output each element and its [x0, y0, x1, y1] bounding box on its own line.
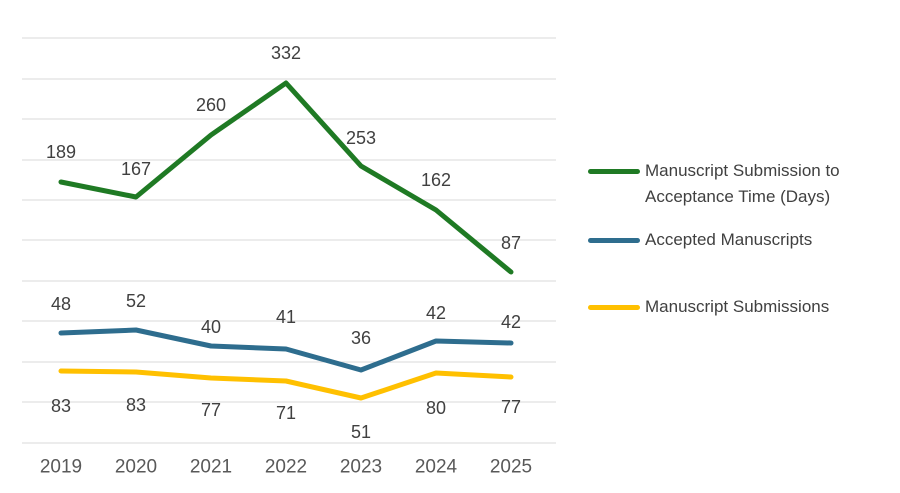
- series-line-0: [58, 80, 514, 275]
- legend-item-accepted-manuscripts: Accepted Manuscripts: [588, 227, 812, 253]
- data-label: 189: [46, 142, 76, 162]
- legend-label: Accepted Manuscripts: [645, 230, 813, 249]
- data-label: 167: [121, 159, 151, 179]
- x-axis-label: 2025: [490, 457, 532, 478]
- data-label: 48: [51, 294, 71, 314]
- data-label: 36: [351, 328, 371, 348]
- legend-swatch-yellow: [588, 305, 640, 310]
- data-label: 41: [276, 307, 296, 327]
- legend-item-acceptance-time: Manuscript Submission to Acceptance Time…: [588, 158, 885, 210]
- data-label: 40: [201, 317, 221, 337]
- x-axis-label: 2024: [415, 457, 458, 478]
- legend-label: Manuscript Submission to Acceptance Time…: [645, 161, 840, 206]
- legend-label: Manuscript Submissions: [645, 297, 830, 316]
- x-axis-label: 2023: [340, 457, 382, 478]
- data-label: 52: [126, 291, 146, 311]
- x-axis-label: 2019: [40, 457, 82, 478]
- series-line-1: [58, 327, 514, 373]
- data-label: 42: [501, 312, 521, 332]
- legend-swatch-blue: [588, 238, 640, 243]
- data-label: 83: [126, 395, 146, 415]
- legend-item-manuscript-submissions: Manuscript Submissions: [588, 294, 829, 320]
- data-label: 83: [51, 396, 71, 416]
- data-label: 51: [351, 422, 371, 442]
- x-axis-label: 2021: [190, 457, 232, 478]
- x-axis-label: 2022: [265, 457, 307, 478]
- data-label: 77: [201, 400, 221, 420]
- data-label: 87: [501, 233, 521, 253]
- data-label: 253: [346, 128, 376, 148]
- data-label: 71: [276, 403, 296, 423]
- data-label: 42: [426, 303, 446, 323]
- chart-legend: Manuscript Submission to Acceptance Time…: [588, 0, 888, 493]
- data-label: 162: [421, 170, 451, 190]
- data-label: 77: [501, 397, 521, 417]
- data-label: 332: [271, 43, 301, 63]
- legend-swatch-green: [588, 169, 640, 174]
- x-axis-label: 2020: [115, 457, 157, 478]
- series-line-2: [58, 368, 514, 401]
- data-label: 260: [196, 95, 226, 115]
- data-label: 80: [426, 398, 446, 418]
